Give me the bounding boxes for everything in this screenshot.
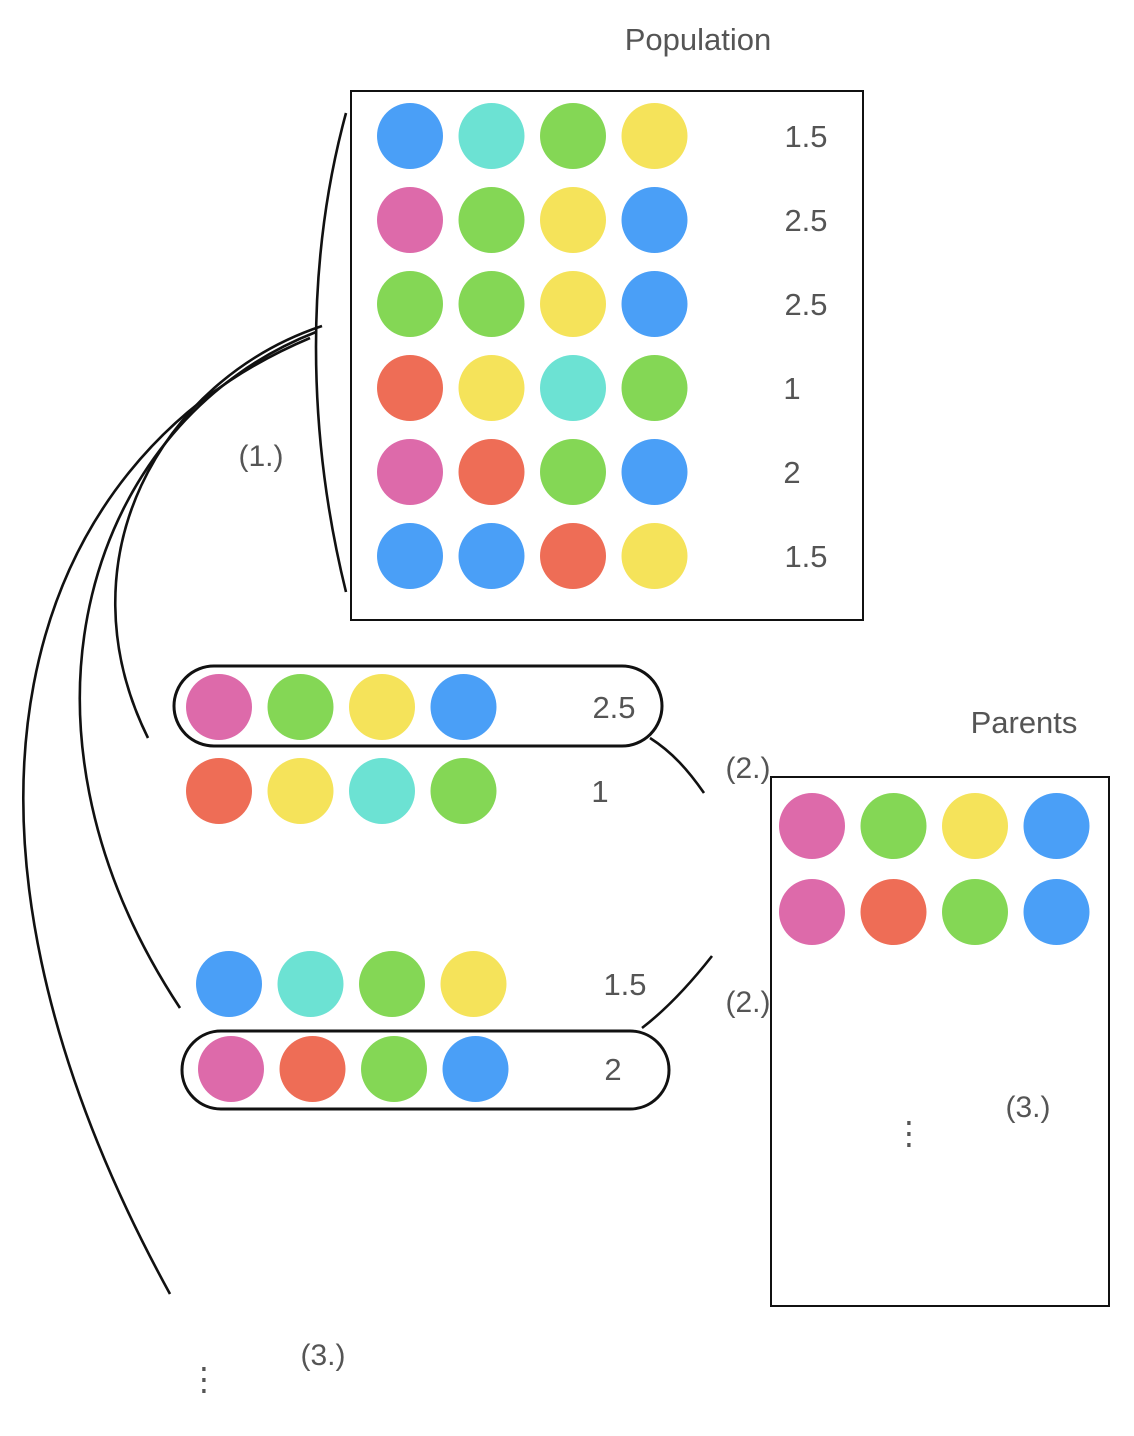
population-row-4-gene-2: [458, 355, 525, 421]
population-bracket: [314, 112, 348, 593]
population-row-2-gene-4: [621, 187, 688, 253]
step-label-2b: (2.): [726, 986, 771, 1019]
tournament-rows: 2.5 1 1.5 2: [186, 674, 647, 1102]
step-label-3-parents: (3.): [1006, 1091, 1051, 1124]
tournament-2-candidate-2-fitness: 2: [604, 1052, 621, 1087]
tournament-1-candidate-1-gene-4: [430, 674, 497, 740]
population-row-6-gene-1: [377, 523, 443, 589]
population-row-4-gene-3: [540, 355, 606, 421]
population-row-3-fitness: 2.5: [784, 287, 827, 322]
parent-row-2-gene-2: [860, 879, 927, 945]
tournament-1-candidate-2-gene-2: [267, 758, 334, 824]
tournament-1-candidate-2-gene-1: [186, 758, 252, 824]
population-row-3-gene-1: [377, 271, 443, 337]
population-row-5-fitness: 2: [783, 455, 800, 490]
population-row-3-gene-2: [458, 271, 525, 337]
step-label-2a: (2.): [726, 752, 771, 785]
population-row-5-gene-1: [377, 439, 443, 505]
parent-row-2-gene-1: [779, 879, 845, 945]
population-row-4-gene-1: [377, 355, 443, 421]
population-row-6-gene-3: [540, 523, 606, 589]
population-row-1-gene-2: [458, 103, 525, 169]
population-rows: 1.5 2.5 2.5 1 2 1.5: [377, 103, 828, 589]
parent-row-2-gene-4: [1023, 879, 1090, 945]
parents-box: [770, 776, 1110, 1307]
population-row-6-gene-4: [621, 523, 688, 589]
population-box: [350, 90, 864, 621]
step-label-1: (1.): [239, 440, 284, 473]
population-row-1-fitness: 1.5: [784, 119, 827, 154]
tournament-2-candidate-1-gene-1: [196, 951, 262, 1017]
parent-row-2-gene-3: [942, 879, 1008, 945]
tournament-2-candidate-2-gene-2: [279, 1036, 346, 1102]
tournament-2-candidate-1-gene-3: [359, 951, 425, 1017]
tournament-1-candidate-1-gene-1: [186, 674, 252, 740]
tournament-1-candidate-2-gene-3: [349, 758, 415, 824]
parent-row-1-gene-1: [779, 793, 845, 859]
population-row-1-gene-4: [621, 103, 688, 169]
population-row-2-gene-2: [458, 187, 525, 253]
population-row-5-gene-4: [621, 439, 688, 505]
population-row-6-gene-2: [458, 523, 525, 589]
tournament-2-candidate-1-gene-4: [440, 951, 507, 1017]
parents-title: Parents: [971, 705, 1078, 740]
population-row-5-gene-3: [540, 439, 606, 505]
parent-row-1-gene-3: [942, 793, 1008, 859]
population-row-2-gene-1: [377, 187, 443, 253]
tournament-1-candidate-1-gene-2: [267, 674, 334, 740]
parent-row-1-gene-4: [1023, 793, 1090, 859]
parent-row-1-gene-2: [860, 793, 927, 859]
tournament-2-candidate-2-gene-3: [361, 1036, 427, 1102]
step-label-3-bottom: (3.): [301, 1339, 346, 1372]
selection-connector-2: [641, 955, 714, 1030]
tournament-2-candidate-2-gene-4: [442, 1036, 509, 1102]
population-row-1-gene-3: [540, 103, 606, 169]
tournament-1-candidate-2-gene-4: [430, 758, 497, 824]
population-row-3-gene-4: [621, 271, 688, 337]
population-row-4-fitness: 1: [783, 371, 800, 406]
tournament-2-candidate-1-gene-2: [277, 951, 344, 1017]
population-row-2-gene-3: [540, 187, 606, 253]
parents-rows: [779, 793, 1090, 945]
selected-candidate-outline-2: [180, 1029, 671, 1111]
tournament-1-candidate-2-fitness: 1: [591, 774, 608, 809]
sampling-curve-3: [22, 336, 311, 1295]
tournament-2-candidate-2-gene-1: [198, 1036, 264, 1102]
selected-candidate-outline-1: [172, 664, 664, 748]
tournament-1-candidate-1-gene-3: [349, 674, 415, 740]
population-row-1-gene-1: [377, 103, 443, 169]
population-row-4-gene-4: [621, 355, 688, 421]
tournament-2-candidate-1-fitness: 1.5: [603, 967, 646, 1002]
population-title: Population: [625, 22, 772, 57]
population-row-2-fitness: 2.5: [784, 203, 827, 238]
selection-connector-1: [649, 736, 706, 794]
tournament-1-candidate-1-fitness: 2.5: [592, 690, 635, 725]
population-row-5-gene-2: [458, 439, 525, 505]
population-row-6-fitness: 1.5: [784, 539, 827, 574]
parents-ellipsis: ⋮: [893, 1115, 925, 1151]
bottom-ellipsis: ⋮: [188, 1361, 220, 1397]
population-row-3-gene-3: [540, 271, 606, 337]
sampling-curve-1: [113, 324, 323, 739]
